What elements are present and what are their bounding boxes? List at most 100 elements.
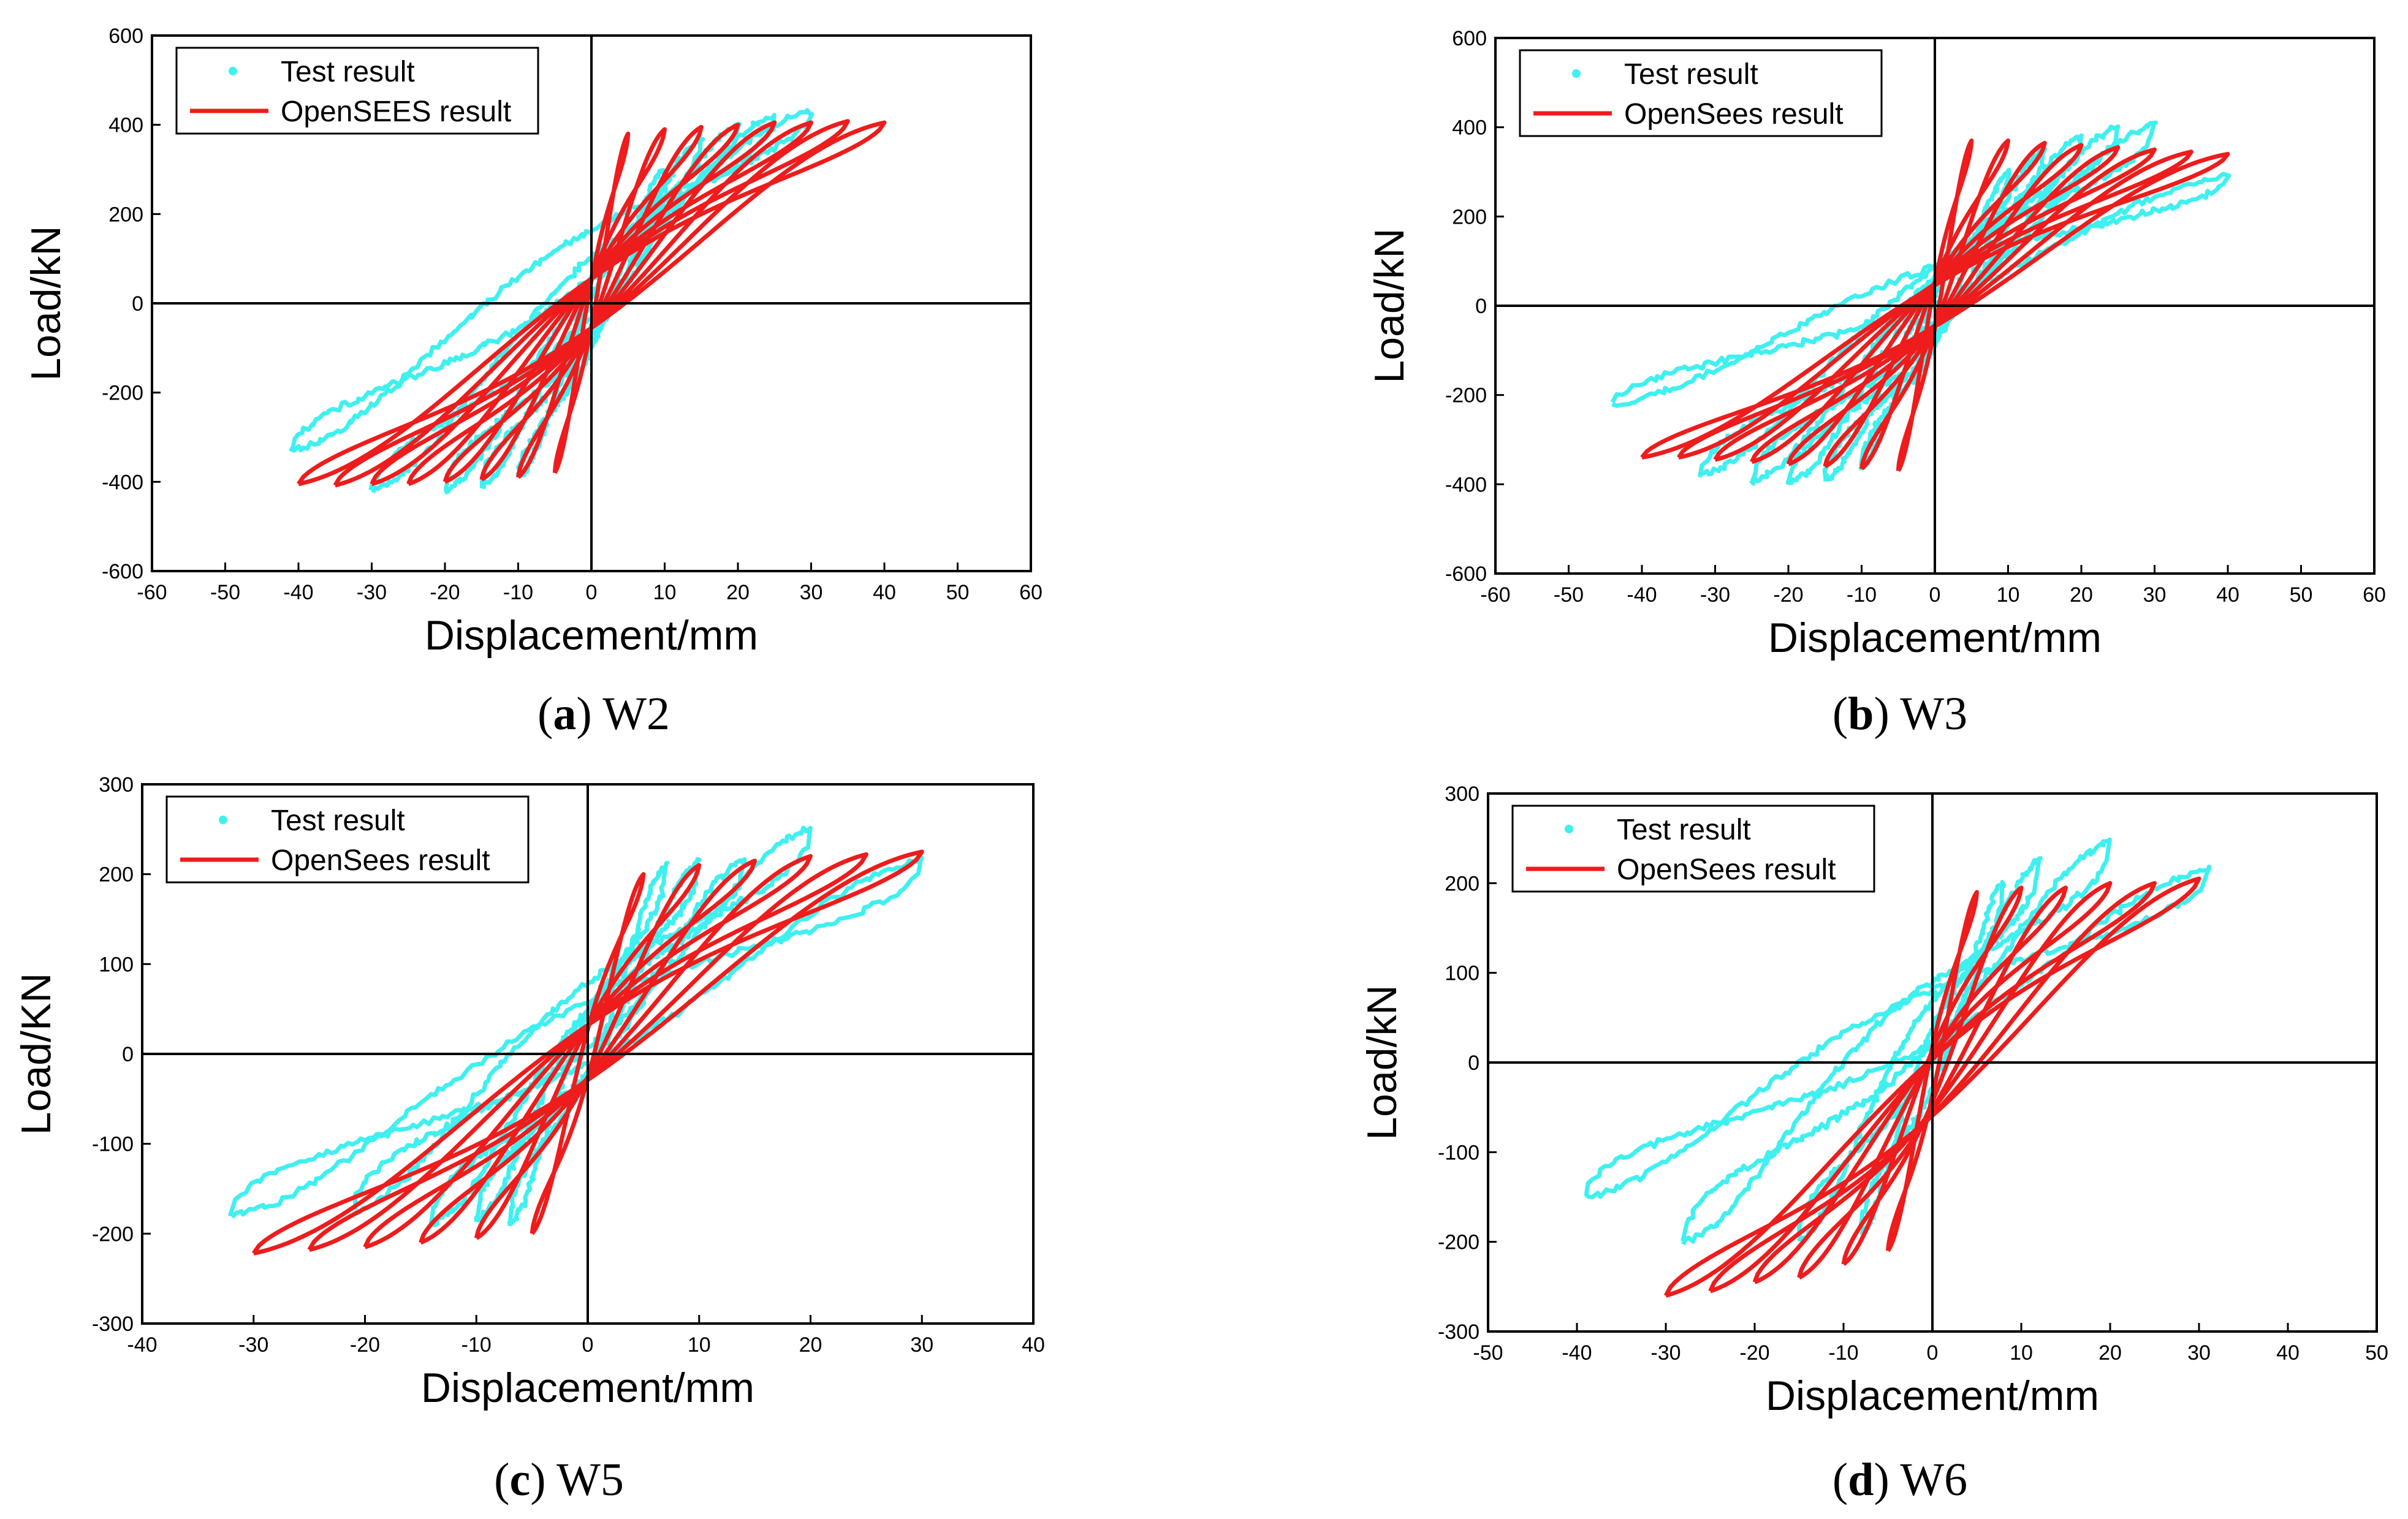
y-tick-label: 300	[99, 773, 134, 797]
x-tick-label: 20	[2070, 583, 2093, 607]
series-model	[1640, 138, 2230, 472]
model-loop	[307, 852, 868, 1252]
y-tick-label: 100	[99, 953, 134, 976]
model-loop	[1663, 876, 2201, 1298]
legend-label-test: Test result	[271, 805, 405, 837]
y-axis-label: Load/KN	[13, 973, 59, 1135]
legend-label-test: Test result	[1624, 58, 1758, 91]
x-tick-label: 20	[799, 1333, 822, 1357]
legend-label-model: OpenSees result	[271, 844, 490, 877]
y-tick-label: 0	[1468, 1051, 1479, 1075]
model-loop	[1797, 885, 2068, 1280]
chart-panel-b: -60 -50 -40 -30 -20 -10 0 10 20 30 40 50 60 -600 -400 -…	[1366, 27, 2386, 740]
model-loop	[1708, 881, 2157, 1294]
plot-area	[1584, 837, 2211, 1298]
panel-caption: (c) W5	[494, 1454, 624, 1506]
x-tick-label: 50	[946, 581, 970, 604]
chart-panel-c: -40 -30 -20 -10 0 10 20 30 40-300-200-1000100200…	[13, 773, 1045, 1506]
model-loop	[1841, 885, 2024, 1266]
x-tick-label: -20	[350, 1333, 380, 1357]
x-tick-label: 60	[2363, 583, 2386, 607]
x-tick-label: -40	[1627, 583, 1657, 607]
y-tick-label: -600	[1445, 563, 1487, 586]
chart-panel-d: -50 -40 -30 -20 -10 0 10 20 30 40 50-300-200-10001…	[1359, 782, 2388, 1506]
legend-marker-test	[1572, 69, 1581, 78]
x-tick-label: -60	[137, 581, 167, 604]
x-tick-label: -40	[283, 581, 313, 604]
y-tick-label: -100	[1438, 1141, 1479, 1164]
model-loop	[419, 858, 758, 1245]
x-tick-label: 0	[1927, 1341, 1939, 1365]
y-tick-label: -200	[1445, 384, 1487, 407]
plot-area	[227, 825, 924, 1256]
legend: Test result OpenSees result	[1519, 49, 1883, 137]
y-tick-label: 600	[1452, 27, 1487, 50]
model-loop	[1676, 150, 2193, 460]
y-axis-label: Load/kN	[23, 225, 69, 381]
x-tick-label: 0	[582, 1333, 594, 1357]
x-tick-label: 20	[726, 581, 750, 604]
y-tick-label: 400	[108, 114, 143, 137]
y-tick-label: 300	[1445, 782, 1479, 806]
model-loop	[1713, 147, 2157, 462]
test-loop	[289, 108, 815, 453]
x-tick-label: 10	[2010, 1341, 2033, 1365]
test-loop	[1681, 837, 2112, 1246]
legend-box	[1511, 805, 1875, 893]
legend-marker-test	[219, 816, 227, 824]
legend-label-test: Test result	[281, 56, 415, 88]
legend: Test result OpenSEES result	[175, 47, 539, 135]
x-tick-label: -10	[1847, 583, 1877, 607]
series-test	[227, 825, 924, 1228]
y-tick-label: -300	[92, 1313, 134, 1336]
model-loop	[1752, 881, 2113, 1284]
legend-label-model: OpenSees result	[1624, 98, 1844, 131]
series-model	[251, 849, 924, 1256]
x-axis-label: Displacement/mm	[425, 612, 758, 659]
legend: Test result OpenSees result	[1511, 805, 1875, 893]
test-loop	[1749, 124, 2121, 486]
x-tick-label: 50	[2365, 1341, 2388, 1365]
model-loop	[1640, 151, 2230, 460]
y-tick-label: 100	[1445, 962, 1479, 985]
model-loop	[333, 119, 850, 488]
y-tick-label: 200	[99, 863, 134, 887]
y-tick-label: -400	[102, 471, 143, 494]
model-loop	[1886, 890, 1979, 1252]
x-tick-label: -20	[430, 581, 460, 604]
x-tick-label: 30	[2187, 1341, 2211, 1365]
y-tick-label: -100	[92, 1133, 134, 1156]
panel-caption: (d) W6	[1833, 1454, 1967, 1506]
model-loop	[363, 854, 813, 1249]
legend-marker-test	[1565, 825, 1573, 833]
x-tick-label: 40	[1022, 1333, 1045, 1357]
x-tick-label: 30	[800, 581, 823, 604]
x-tick-label: -10	[1828, 1341, 1858, 1365]
x-tick-label: 60	[1019, 581, 1043, 604]
y-tick-label: 0	[1475, 295, 1487, 318]
x-axis-label: Displacement/mm	[1768, 615, 2102, 661]
x-tick-label: -30	[1700, 583, 1730, 607]
legend: Test result OpenSees result	[165, 795, 530, 884]
legend-box	[165, 795, 530, 884]
plot-area	[289, 108, 887, 494]
model-loop	[1750, 145, 2121, 464]
model-loop	[370, 120, 813, 487]
x-tick-label: 40	[2216, 583, 2239, 607]
x-axis-label: Displacement/mm	[421, 1365, 754, 1411]
x-tick-label: -50	[1473, 1341, 1503, 1365]
test-loop	[368, 113, 777, 493]
x-tick-label: 10	[688, 1333, 711, 1357]
test-loop	[1584, 865, 2211, 1200]
x-tick-label: 10	[1997, 583, 2020, 607]
y-tick-label: 200	[108, 203, 143, 226]
legend-box	[1519, 49, 1883, 137]
panel-caption: (b) W3	[1833, 688, 1967, 740]
legend-label-model: OpenSEES result	[281, 96, 511, 128]
legend-marker-test	[229, 67, 237, 75]
x-tick-label: -30	[238, 1333, 268, 1357]
series-model	[1663, 876, 2201, 1298]
series-test	[1584, 837, 2211, 1246]
x-tick-label: -40	[1562, 1341, 1592, 1365]
